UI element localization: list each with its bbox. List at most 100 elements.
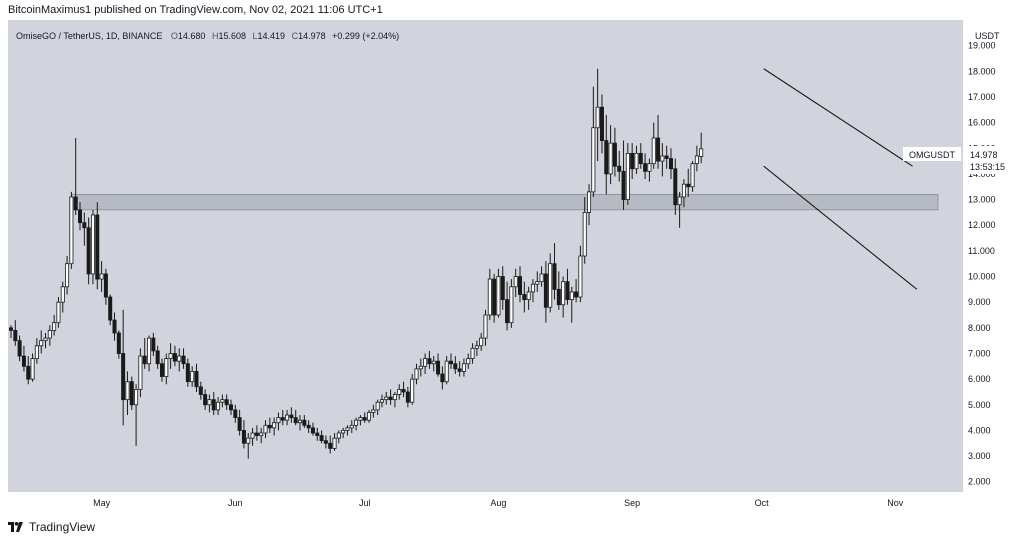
candle-body-down [8, 327, 13, 331]
candle-body-up [263, 424, 268, 434]
candle-body-down [405, 391, 410, 403]
candle-body-up [147, 337, 152, 365]
candle-body-up [397, 388, 402, 395]
candle [681, 179, 686, 208]
candle [259, 427, 264, 444]
candle [112, 312, 117, 341]
candle-body-down [552, 263, 557, 290]
candle-body-up [513, 276, 518, 288]
candle-body-up [595, 106, 600, 129]
candle [418, 358, 423, 377]
candle [690, 161, 695, 192]
candle-body-down [328, 442, 333, 449]
candle [26, 356, 31, 385]
candle-body-up [190, 371, 195, 383]
candle [612, 127, 617, 177]
candle-body-up [461, 363, 466, 372]
candle-body-up [496, 276, 501, 316]
candle-body-up [699, 148, 704, 157]
candle-body-up [43, 337, 48, 342]
candle-body-down [241, 430, 246, 444]
candle [621, 140, 626, 210]
candle [211, 391, 216, 416]
candle [466, 353, 471, 369]
price-axis-panel[interactable] [963, 20, 1019, 492]
candle-body-down [319, 435, 324, 442]
candle [220, 394, 225, 408]
candle-body-down [453, 363, 458, 370]
candle [677, 191, 682, 228]
candle [103, 268, 108, 305]
candle [552, 243, 557, 300]
candle [116, 330, 121, 359]
candle [164, 353, 169, 385]
candle [155, 345, 160, 369]
candle [198, 381, 203, 400]
publisher-credit: BitcoinMaximus1 published on TradingView… [8, 4, 383, 16]
tradingview-logo[interactable]: TradingView [8, 520, 95, 534]
candle [90, 209, 95, 285]
candle [69, 191, 74, 269]
candle-body-up [259, 432, 264, 436]
candle-body-up [625, 152, 630, 200]
candle-body-down [129, 381, 134, 406]
candle [694, 145, 699, 172]
candle [474, 340, 479, 357]
y-tick-label: 2.000 [968, 477, 991, 487]
candle [686, 168, 691, 197]
price-tag-value: 14.978 [970, 150, 998, 160]
candle [47, 325, 52, 346]
candle [82, 212, 87, 246]
candle-body-up [587, 191, 592, 213]
candle [78, 202, 83, 231]
candle [591, 86, 596, 197]
candle-body-up [332, 437, 337, 449]
candle-body-down [112, 319, 117, 334]
candle [414, 363, 419, 385]
x-tick-label: Jul [359, 498, 371, 508]
x-tick-label: May [93, 498, 111, 508]
candle-body-up [30, 358, 35, 380]
candle-body-up [509, 286, 514, 324]
candle [151, 332, 156, 357]
candle [298, 415, 303, 431]
candle [95, 202, 100, 290]
candle-body-down [686, 183, 691, 188]
candle-body-down [388, 396, 393, 401]
candle-body-up [384, 396, 389, 401]
channel-upper-line [763, 68, 913, 167]
candle [518, 266, 523, 303]
candle-body-down [492, 278, 497, 316]
candle [479, 332, 484, 351]
candle [539, 266, 544, 287]
candle [505, 281, 510, 331]
candle [276, 412, 281, 431]
y-tick-label: 13.000 [968, 195, 996, 205]
candle [461, 358, 466, 377]
y-tick-label: 6.000 [968, 374, 991, 384]
plot-area[interactable] [8, 20, 963, 492]
candle [375, 399, 380, 416]
price-tag-box [964, 146, 1016, 174]
candle-body-up [99, 273, 104, 280]
candle [548, 253, 553, 313]
candle [233, 404, 238, 423]
candle-body-up [414, 368, 419, 380]
candle [500, 266, 505, 310]
y-tick-label: 9.000 [968, 297, 991, 307]
candle-body-down [155, 350, 160, 365]
candle-body-up [367, 412, 372, 421]
candle [56, 297, 61, 328]
price-label: OMGUSDT 14.978 13:53:15 [903, 146, 1016, 174]
candle-body-down [362, 417, 367, 421]
time-axis-panel[interactable] [8, 492, 963, 514]
candle-body-up [379, 399, 384, 403]
candle [431, 356, 436, 372]
candle [194, 363, 199, 392]
candle [315, 427, 320, 441]
candle-body-up [354, 419, 359, 426]
candle-body-up [651, 137, 656, 165]
candle [138, 348, 143, 398]
candle [323, 435, 328, 449]
